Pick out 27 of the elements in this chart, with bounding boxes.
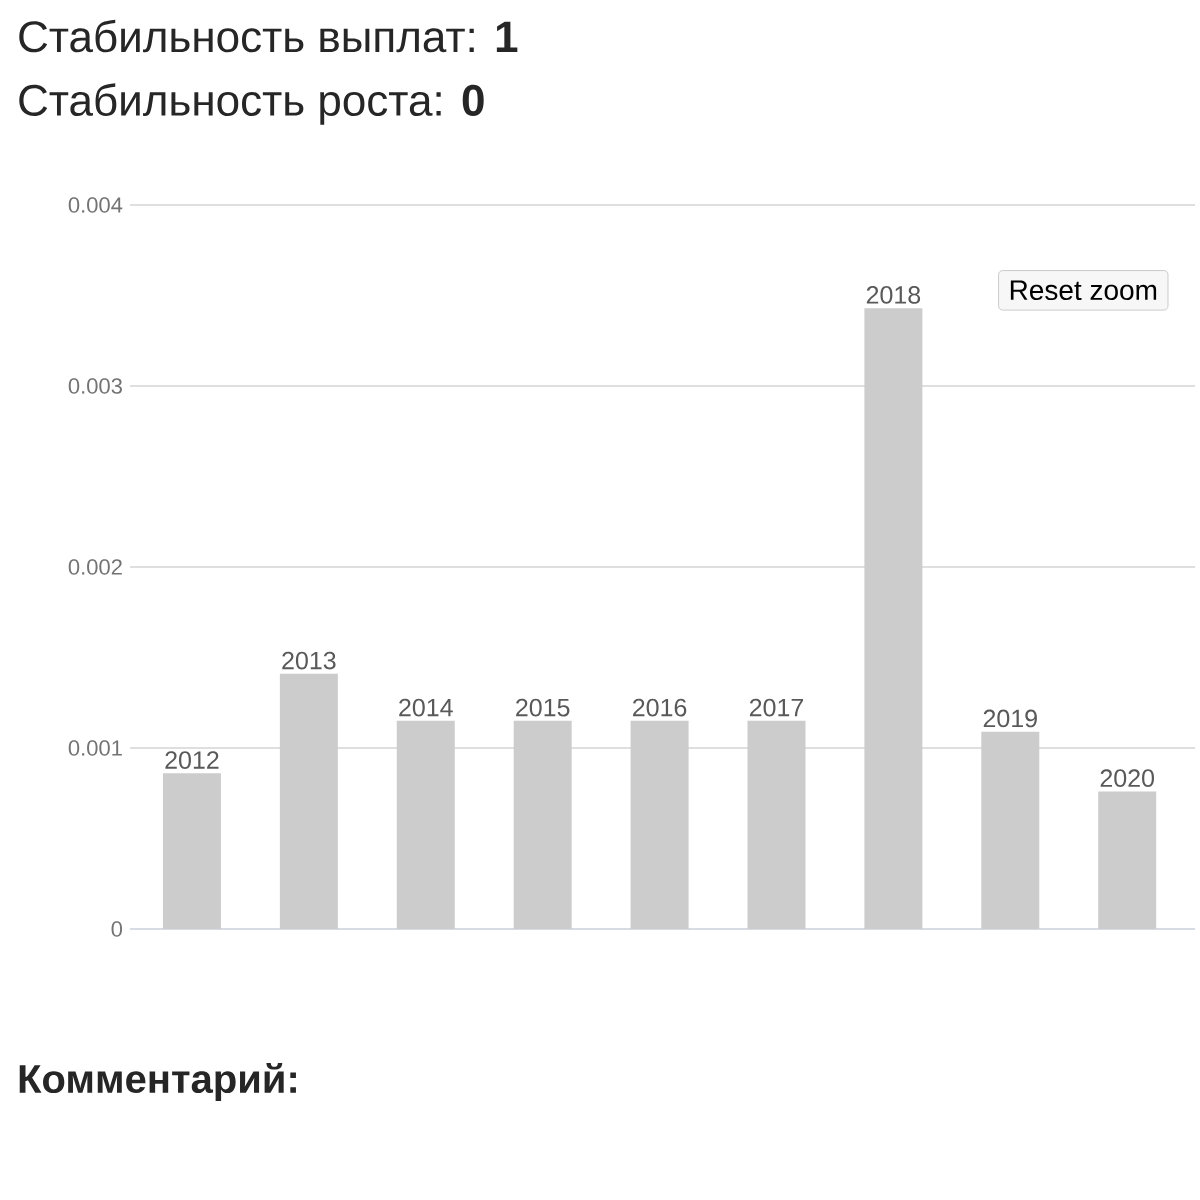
x-tick-label: 2017 xyxy=(749,698,804,717)
x-tick-label: 2012 xyxy=(165,751,219,769)
bar xyxy=(981,731,1040,929)
x-tick-label: 2016 xyxy=(633,698,687,717)
x-tick-label: 2018 xyxy=(866,286,921,304)
y-tick-label: 0.004 xyxy=(68,197,123,213)
x-tick-label: 2019 xyxy=(983,709,1037,728)
bar xyxy=(747,720,806,929)
annotation: Reset zoom xyxy=(1010,280,1157,301)
chart-subtitle: Стабильность роста: 0 xyxy=(19,83,484,125)
x-tick-label: 2014 xyxy=(399,698,453,717)
chart-title: Стабильность выплат: 1 xyxy=(19,19,518,53)
y-tick-label: 0 xyxy=(111,921,123,937)
y-tick-label: 0.002 xyxy=(68,559,122,575)
y-tick-label: 0.001 xyxy=(68,740,122,756)
bar xyxy=(279,673,338,929)
y-tick-label: 0.003 xyxy=(68,378,122,394)
bar xyxy=(162,773,221,929)
x-tick-label: 2013 xyxy=(282,651,336,670)
bar xyxy=(396,720,455,929)
text: Комментарий: xyxy=(19,1062,296,1102)
x-tick-label: 2020 xyxy=(1100,769,1155,788)
bar xyxy=(864,308,923,929)
bar xyxy=(630,720,689,929)
bar xyxy=(1098,791,1157,929)
x-tick-label: 2015 xyxy=(516,698,570,717)
bar xyxy=(513,720,572,929)
